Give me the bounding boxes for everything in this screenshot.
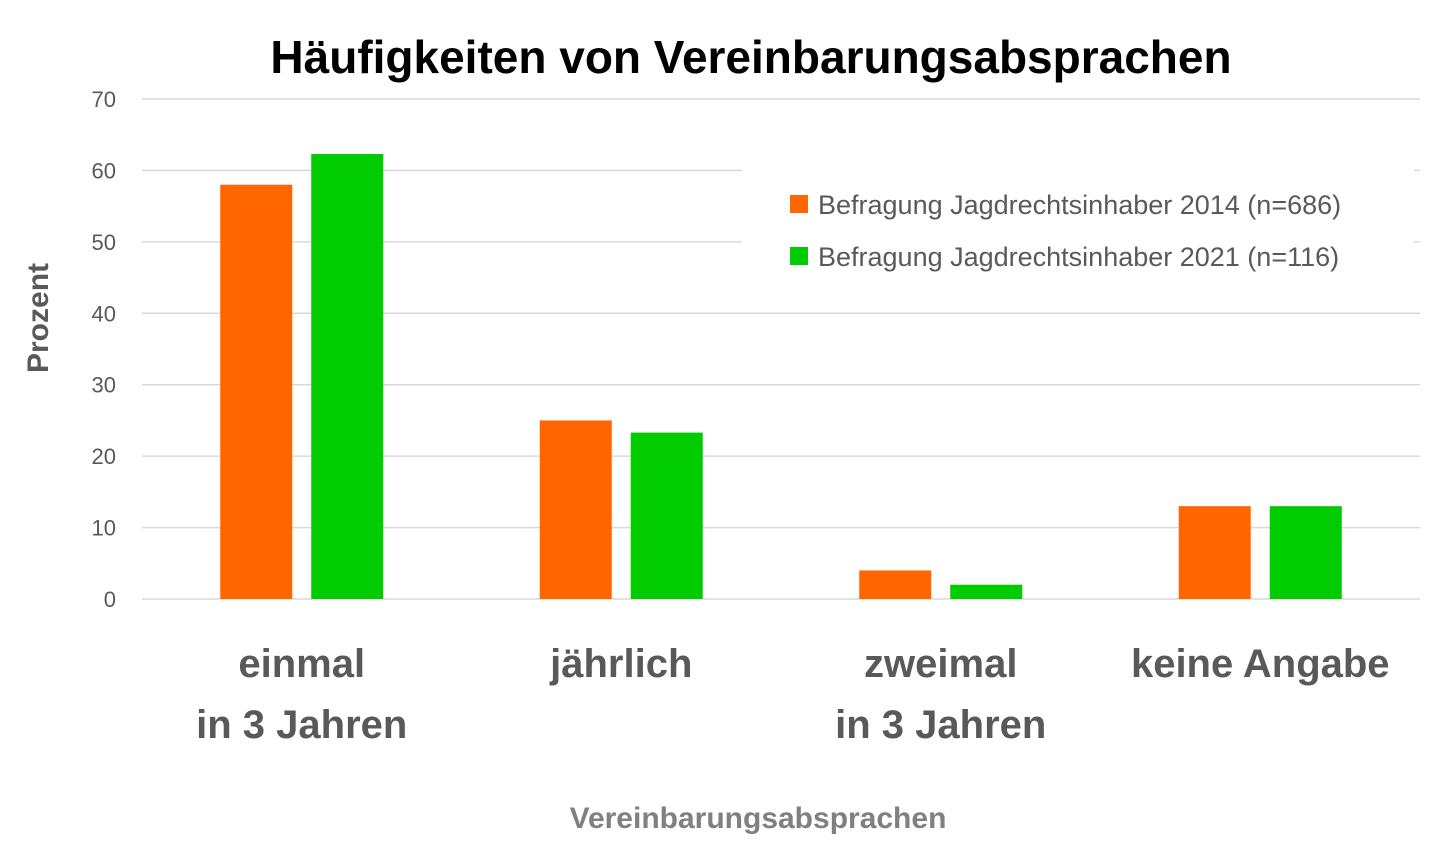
legend-label: Befragung Jagdrechtsinhaber 2014 (n=686)	[818, 190, 1341, 220]
x-category-label: einmal	[238, 642, 365, 686]
y-tick-label: 40	[92, 301, 116, 326]
y-tick-label: 0	[104, 587, 116, 612]
bar-series2-cat1	[311, 154, 384, 599]
x-axis-title: Vereinbarungsabsprachen	[570, 802, 947, 835]
x-category-label: zweimal	[864, 642, 1017, 686]
legend-swatch	[790, 195, 808, 213]
bar-series2-cat2	[630, 432, 703, 599]
bar-series1-cat1	[220, 184, 293, 599]
bar-series2-cat4	[1269, 506, 1342, 599]
legend-swatch	[790, 247, 808, 265]
legend-label: Befragung Jagdrechtsinhaber 2021 (n=116)	[818, 242, 1339, 272]
legend: Befragung Jagdrechtsinhaber 2014 (n=686)…	[742, 168, 1414, 288]
chart-title: Häufigkeiten von Vereinbarungsabsprachen	[270, 31, 1231, 83]
x-axis-categories: einmal in 3 Jahren jährlich zweimal in 3 Jah…	[196, 642, 1389, 747]
y-tick-label: 30	[92, 373, 116, 398]
bar-series1-cat3	[859, 570, 932, 599]
x-category-label: jährlich	[549, 642, 692, 686]
y-axis-title: Prozent	[22, 263, 55, 373]
bar-series1-cat2	[539, 420, 612, 599]
y-tick-label: 60	[92, 158, 116, 183]
bar-series1-cat4	[1178, 506, 1251, 599]
legend-background	[742, 168, 1414, 288]
y-tick-label: 20	[92, 444, 116, 469]
bar-series2-cat3	[950, 584, 1023, 599]
y-axis-ticks: 0 10 20 30 40 50 60 70	[92, 87, 116, 612]
y-tick-label: 50	[92, 230, 116, 255]
x-category-label-line2: in 3 Jahren	[196, 703, 407, 747]
x-category-label: keine Angabe	[1131, 642, 1390, 686]
x-category-label-line2: in 3 Jahren	[835, 703, 1046, 747]
y-tick-label: 70	[92, 87, 116, 112]
y-tick-label: 10	[92, 516, 116, 541]
bars	[220, 154, 1342, 599]
